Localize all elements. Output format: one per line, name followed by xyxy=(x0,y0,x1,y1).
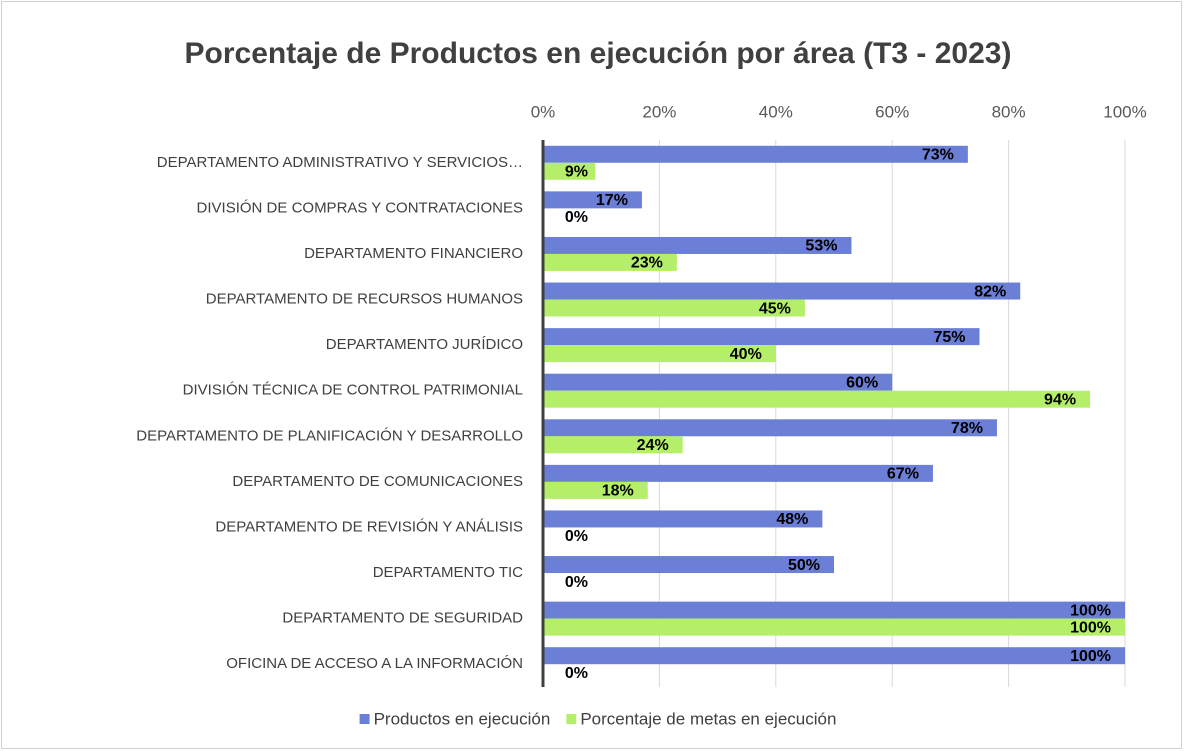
bar xyxy=(543,345,776,363)
category-label: DEPARTAMENTO DE RECURSOS HUMANOS xyxy=(206,291,523,308)
data-label: 100% xyxy=(1070,619,1111,636)
data-label: 82% xyxy=(974,283,1006,300)
data-label: 53% xyxy=(805,238,837,255)
bar xyxy=(543,390,1091,408)
bar xyxy=(543,282,1021,300)
data-label: 67% xyxy=(887,466,919,483)
data-label: 50% xyxy=(788,557,820,574)
data-label: 73% xyxy=(922,147,954,164)
data-label: 100% xyxy=(1070,648,1111,665)
data-label: 0% xyxy=(565,528,588,545)
bar xyxy=(543,191,642,209)
bar xyxy=(543,464,933,482)
category-label: OFICINA DE ACCESO A LA INFORMACIÓN xyxy=(226,655,523,672)
category-label: DEPARTAMENTO FINANCIERO xyxy=(304,245,523,262)
bar xyxy=(543,618,1125,636)
bar xyxy=(543,481,648,499)
category-label: DEPARTAMENTO DE SEGURIDAD xyxy=(282,610,523,627)
bar xyxy=(543,556,834,574)
data-label: 23% xyxy=(631,255,663,272)
x-tick-label: 80% xyxy=(992,102,1026,121)
bar xyxy=(543,299,805,317)
category-label: DEPARTAMENTO DE PLANIFICACIÓN Y DESARROL… xyxy=(136,427,523,444)
data-label: 40% xyxy=(730,346,762,363)
bar xyxy=(543,162,596,180)
category-label: DEPARTAMENTO ADMINISTRATIVO Y SERVICIOS… xyxy=(157,154,523,171)
data-label: 0% xyxy=(565,665,588,682)
category-label: DEPARTAMENTO DE COMUNICACIONES xyxy=(232,473,523,490)
x-tick-label: 40% xyxy=(759,102,793,121)
data-label: 24% xyxy=(637,437,669,454)
x-tick-label: 0% xyxy=(531,102,556,121)
legend-label: Productos en ejecución xyxy=(374,709,551,728)
category-label: DIVISIÓN DE COMPRAS Y CONTRATACIONES xyxy=(197,199,523,216)
data-label: 48% xyxy=(776,511,808,528)
data-label: 94% xyxy=(1044,391,1076,408)
x-tick-label: 20% xyxy=(642,102,676,121)
category-label: DEPARTAMENTO JURÍDICO xyxy=(326,336,523,353)
data-label: 45% xyxy=(759,300,791,317)
x-tick-label: 100% xyxy=(1103,102,1146,121)
bar xyxy=(543,419,997,437)
category-label: DEPARTAMENTO TIC xyxy=(373,564,523,581)
bar xyxy=(543,510,823,528)
legend-swatch xyxy=(566,714,577,724)
legend-swatch xyxy=(359,714,370,724)
bar xyxy=(543,436,683,454)
data-label: 75% xyxy=(933,329,965,346)
bar xyxy=(543,647,1125,665)
bar xyxy=(543,328,980,346)
bar xyxy=(543,236,852,254)
data-label: 0% xyxy=(565,209,588,226)
data-label: 9% xyxy=(565,164,588,181)
data-label: 17% xyxy=(596,192,628,209)
category-label: DEPARTAMENTO DE REVISIÓN Y ANÁLISIS xyxy=(215,518,523,535)
data-label: 0% xyxy=(565,574,588,591)
bar xyxy=(543,145,968,163)
bar xyxy=(543,253,677,271)
bar xyxy=(543,601,1125,619)
category-label: DIVISIÓN TÉCNICA DE CONTROL PATRIMONIAL xyxy=(183,382,523,399)
legend-label: Porcentaje de metas en ejecución xyxy=(580,709,836,728)
x-tick-label: 60% xyxy=(875,102,909,121)
chart-title: Porcentaje de Productos en ejecución por… xyxy=(185,37,1012,70)
bar xyxy=(543,373,893,391)
data-label: 78% xyxy=(951,420,983,437)
data-label: 100% xyxy=(1070,602,1111,619)
data-label: 18% xyxy=(602,483,634,500)
data-label: 60% xyxy=(846,374,878,391)
